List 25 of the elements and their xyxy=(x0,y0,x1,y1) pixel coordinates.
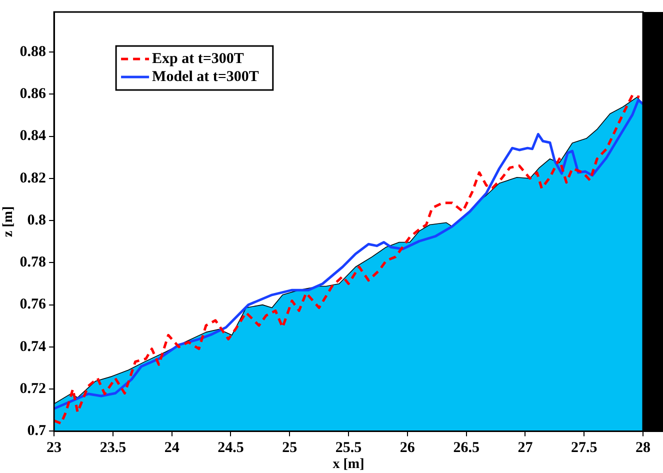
y-axis-title: z [m] xyxy=(1,206,16,237)
y-tick-label: 0.76 xyxy=(20,296,47,313)
x-tick-label: 25.5 xyxy=(335,440,362,456)
legend-label: Exp at t=300T xyxy=(152,50,244,67)
x-axis-title: x [m] xyxy=(332,457,364,472)
x-tick-label: 27 xyxy=(518,440,534,456)
x-tick-label: 27.5 xyxy=(570,440,598,456)
x-tick-label: 28 xyxy=(636,440,650,456)
y-tick-label: 0.8 xyxy=(27,212,46,228)
y-tick-label: 0.72 xyxy=(20,380,46,397)
legend-label: Model at t=300T xyxy=(152,68,259,85)
x-tick-label: 24 xyxy=(164,440,180,456)
x-tick-label: 26 xyxy=(400,440,416,456)
y-tick-label: 0.7 xyxy=(27,423,47,440)
y-tick-label: 0.82 xyxy=(20,170,46,186)
x-tick-label: 25 xyxy=(282,440,298,456)
x-tick-label: 24.5 xyxy=(218,440,244,456)
y-tick-label: 0.88 xyxy=(20,44,46,60)
y-tick-label: 0.78 xyxy=(20,254,46,271)
x-tick-label: 23 xyxy=(46,440,62,456)
y-tick-label: 0.86 xyxy=(20,86,47,102)
y-tick-label: 0.74 xyxy=(20,338,47,355)
x-tick-label: 26.5 xyxy=(453,440,480,456)
x-tick-label: 23.5 xyxy=(100,440,126,456)
y-tick-label: 0.84 xyxy=(20,128,47,144)
